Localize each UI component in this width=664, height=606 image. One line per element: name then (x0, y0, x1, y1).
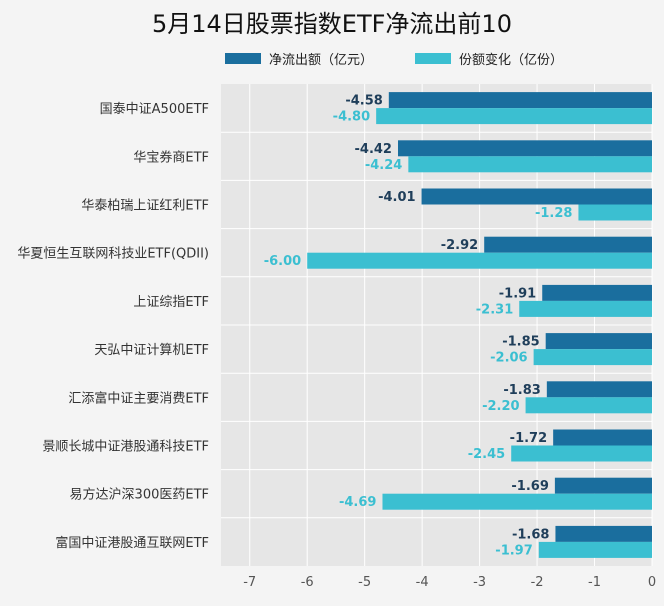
bar-net-outflow (388, 92, 652, 109)
data-label-net-outflow: -4.42 (355, 142, 392, 157)
data-label-net-outflow: -1.72 (510, 431, 547, 446)
data-label-share-change: -1.97 (495, 543, 532, 558)
category-label: 华泰柏瑞上证红利ETF (81, 198, 209, 214)
legend: 净流出额（亿元） 份额变化（亿份） (225, 48, 605, 68)
bar-share-change (578, 204, 652, 221)
bar-share-change (376, 108, 652, 125)
chart-title: 5月14日股票指数ETF净流出前10 (152, 10, 512, 38)
bar-share-change (525, 397, 652, 414)
bar-net-outflow (545, 333, 652, 350)
legend-swatch-net-outflow (225, 52, 261, 64)
data-label-net-outflow: -2.92 (441, 238, 478, 253)
bar-share-change (533, 349, 652, 366)
data-label-share-change: -1.28 (535, 206, 572, 221)
x-tick-label: -6 (301, 575, 314, 590)
data-label-net-outflow: -1.68 (512, 527, 549, 542)
category-label: 汇添富中证主要消费ETF (68, 390, 209, 406)
legend-item-share-change: 份额变化（亿份） (415, 49, 563, 68)
bar-net-outflow (542, 284, 652, 301)
category-label: 华宝券商ETF (133, 149, 209, 165)
data-label-net-outflow: -1.83 (503, 383, 540, 398)
bar-net-outflow (553, 429, 652, 446)
category-label: 国泰中证A500ETF (100, 102, 209, 117)
x-tick-label: 0 (648, 575, 656, 590)
data-label-share-change: -2.20 (482, 399, 519, 414)
legend-label-share-change: 份额变化（亿份） (459, 52, 564, 68)
data-label-share-change: -4.24 (365, 158, 402, 173)
bar-share-change (519, 300, 652, 317)
data-label-net-outflow: -1.85 (502, 335, 539, 350)
bar-net-outflow (555, 525, 652, 542)
bar-share-change (382, 493, 652, 510)
category-label: 上证综指ETF (133, 295, 209, 310)
x-tick-label: -3 (473, 575, 486, 590)
bar-net-outflow (484, 236, 652, 253)
bar-net-outflow (554, 477, 652, 494)
x-tick-label: -5 (358, 575, 371, 590)
x-tick-label: -7 (243, 575, 256, 590)
data-label-net-outflow: -4.58 (345, 94, 382, 109)
data-label-share-change: -4.69 (339, 495, 376, 510)
category-label: 富国中证港股通互联网ETF (55, 535, 209, 551)
x-tick-label: -2 (531, 575, 544, 590)
category-label: 天弘中证计算机ETF (94, 343, 209, 358)
data-label-net-outflow: -1.91 (499, 286, 536, 301)
data-label-share-change: -2.06 (490, 351, 527, 366)
x-tick-label: -4 (416, 575, 429, 590)
data-label-net-outflow: -4.01 (378, 190, 415, 205)
data-label-share-change: -2.31 (476, 302, 513, 317)
category-label: 华夏恒生互联网科技业ETF(QDII) (17, 247, 209, 262)
bar-net-outflow (421, 188, 652, 205)
data-label-share-change: -6.00 (264, 254, 301, 269)
legend-swatch-share-change (415, 52, 452, 64)
legend-label-net-outflow: 净流出额（亿元） (269, 52, 374, 68)
legend-item-net-outflow: 净流出额（亿元） (225, 49, 373, 68)
bar-share-change (538, 541, 652, 558)
category-label: 景顺长城中证港股通科技ETF (42, 440, 209, 455)
bar-net-outflow (397, 140, 652, 157)
data-label-net-outflow: -1.69 (511, 479, 548, 494)
category-label: 易方达沪深300医药ETF (70, 487, 209, 503)
data-label-share-change: -4.80 (333, 110, 370, 125)
bar-share-change (408, 156, 652, 173)
bar-share-change (511, 445, 652, 462)
bar-share-change (307, 252, 652, 269)
bar-net-outflow (546, 381, 652, 398)
data-label-share-change: -2.45 (468, 447, 505, 462)
x-tick-label: -1 (588, 575, 601, 590)
